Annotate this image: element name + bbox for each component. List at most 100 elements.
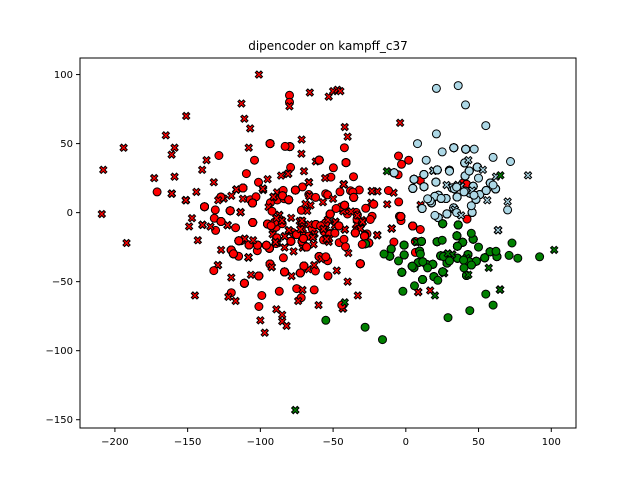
data-point-red — [272, 213, 281, 223]
data-point-red — [297, 135, 306, 144]
data-point-lightblue — [452, 192, 462, 202]
data-point-red — [365, 215, 375, 224]
data-point-lightblue — [474, 173, 483, 183]
data-point-red — [254, 271, 264, 281]
data-point-red — [280, 267, 289, 277]
data-point-green — [394, 256, 403, 266]
data-point-red — [408, 221, 418, 231]
data-point-red — [302, 242, 312, 252]
data-point-red — [319, 224, 328, 234]
data-point-red — [295, 268, 305, 278]
data-point-red — [395, 118, 405, 128]
x-tick-label: −200 — [101, 437, 128, 448]
data-point-red — [209, 177, 219, 187]
data-point-red — [339, 143, 349, 153]
data-point-green — [407, 261, 417, 271]
data-point-lightblue — [503, 197, 512, 206]
data-point-red — [343, 248, 353, 258]
data-point-red — [248, 235, 258, 245]
data-point-green — [382, 166, 392, 176]
data-point-green — [398, 286, 408, 296]
data-point-red — [232, 185, 241, 194]
data-point-lightblue — [452, 182, 462, 192]
y-tick-label: 0 — [67, 208, 73, 219]
data-point-lightblue — [464, 155, 473, 165]
data-point-lightblue — [488, 152, 498, 162]
data-point-red — [245, 124, 255, 133]
data-point-green — [549, 245, 559, 255]
data-point-red — [238, 183, 248, 193]
data-point-red — [258, 184, 268, 193]
data-point-green — [399, 240, 409, 250]
data-point-red — [353, 211, 362, 220]
data-point-red — [321, 252, 331, 262]
data-point-lightblue — [442, 180, 451, 190]
data-point-lightblue — [482, 195, 492, 205]
data-point-red — [223, 220, 232, 230]
x-tick-label: −50 — [323, 437, 344, 448]
data-point-green — [491, 246, 501, 256]
data-point-green — [496, 171, 505, 180]
x-tick-label: −100 — [247, 437, 274, 448]
data-point-red — [276, 171, 286, 180]
data-point-lightblue — [506, 157, 515, 166]
data-point-red — [382, 199, 392, 209]
data-point-lightblue — [459, 187, 469, 197]
data-point-green — [360, 322, 370, 332]
data-point-green — [410, 281, 419, 291]
data-point-red — [225, 206, 235, 216]
data-point-red — [305, 88, 315, 97]
data-point-red — [200, 202, 209, 212]
data-point-red — [248, 218, 258, 227]
data-point-red — [269, 192, 278, 202]
data-point-red — [122, 238, 131, 248]
data-point-red — [283, 169, 293, 179]
data-point-lightblue — [481, 186, 491, 195]
data-point-red — [350, 228, 360, 238]
data-point-red — [322, 234, 331, 244]
data-point-red — [369, 199, 379, 209]
data-point-red — [170, 172, 179, 182]
data-point-lightblue — [503, 205, 513, 215]
data-point-red — [209, 266, 219, 276]
y-tick-label: 100 — [54, 70, 73, 81]
data-point-lightblue — [469, 190, 479, 200]
data-point-red — [328, 194, 338, 204]
data-point-red — [254, 177, 263, 187]
data-point-red — [349, 192, 359, 202]
data-point-red — [181, 195, 191, 205]
data-point-red — [170, 143, 179, 153]
data-point-red — [227, 191, 236, 201]
data-point-green — [378, 335, 387, 345]
data-point-red — [149, 173, 159, 183]
data-point-red — [216, 245, 226, 255]
data-point-red — [304, 178, 314, 187]
data-point-green — [340, 298, 350, 307]
axes-frame — [79, 57, 577, 429]
data-point-red — [267, 262, 276, 272]
data-point-red — [190, 291, 200, 300]
data-point-lightblue — [417, 204, 427, 213]
data-point-red — [415, 225, 425, 234]
data-point-lightblue — [445, 166, 454, 176]
data-point-lightblue — [488, 180, 498, 190]
data-point-red — [277, 216, 287, 226]
points-layer — [97, 70, 559, 415]
data-point-red — [314, 155, 324, 165]
data-point-red — [361, 203, 371, 213]
data-point-green — [430, 291, 440, 300]
data-point-lightblue — [464, 166, 474, 176]
data-point-red — [197, 165, 207, 175]
data-point-red — [280, 141, 290, 151]
data-point-red — [328, 163, 338, 173]
data-point-lightblue — [449, 143, 459, 153]
data-point-red — [248, 198, 257, 208]
data-point-red — [383, 186, 393, 195]
data-point-red — [372, 230, 382, 240]
data-point-green — [474, 242, 483, 252]
data-point-red — [286, 213, 296, 223]
chart-title: dipencoder on kampff_c37 — [248, 39, 408, 53]
data-point-red — [98, 165, 108, 175]
data-point-green — [459, 263, 469, 273]
data-point-green — [443, 249, 453, 258]
